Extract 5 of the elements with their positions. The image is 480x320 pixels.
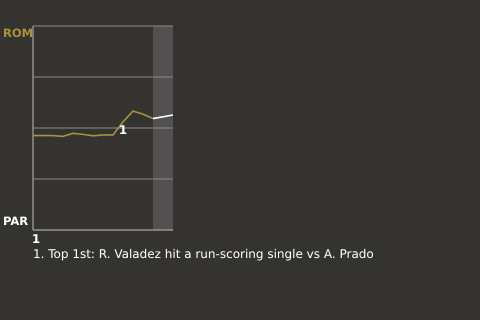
- text: 1: [32, 232, 40, 246]
- text: ROM: [3, 26, 34, 40]
- text: 1. Top 1st: R. Valadez hit a run-scoring single vs A. Prado: [33, 247, 374, 261]
- text: PAR: [3, 214, 28, 228]
- annotation: 1: [118, 123, 128, 138]
